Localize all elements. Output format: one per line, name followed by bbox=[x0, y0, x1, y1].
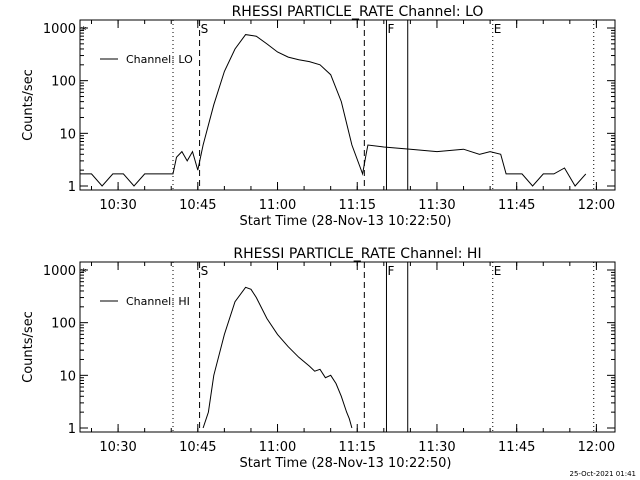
data-line bbox=[80, 34, 587, 187]
marker-label: S bbox=[201, 264, 209, 278]
marker-label: F bbox=[387, 264, 394, 278]
marker-label: E bbox=[494, 22, 502, 36]
x-tick-label: 11:00 bbox=[259, 440, 296, 455]
y-tick-label: 1000 bbox=[43, 22, 76, 37]
x-tick-label: 12:00 bbox=[578, 440, 615, 455]
marker-label: F bbox=[387, 22, 394, 36]
y-tick-label: 100 bbox=[51, 317, 76, 332]
chart-panel-1: RHESSI PARTICLE_RATE Channel: LO 1 10 100 10… bbox=[21, 4, 616, 229]
x-tick-label: 11:15 bbox=[339, 440, 376, 455]
x-tick-label: 10:45 bbox=[179, 198, 216, 213]
x-tick-label: 10:45 bbox=[179, 440, 216, 455]
x-tick-label: 10:30 bbox=[99, 440, 136, 455]
chart-panel-2: RHESSI PARTICLE_RATE Channel: HI 1 10 100 10… bbox=[21, 246, 616, 471]
x-tick-label: 11:45 bbox=[498, 440, 535, 455]
y-tick-label: 1000 bbox=[43, 264, 76, 279]
y-axis-label: Counts/sec bbox=[21, 311, 36, 383]
x-tick-label: 11:30 bbox=[418, 198, 455, 213]
legend-label: Channel: LO bbox=[126, 53, 193, 66]
plot-frame bbox=[79, 19, 616, 191]
x-tick-label: 12:00 bbox=[578, 198, 615, 213]
y-tick-label: 10 bbox=[59, 369, 76, 384]
marker-label: S bbox=[201, 22, 209, 36]
corner-mark: * bbox=[81, 266, 87, 279]
x-tick-label: 11:45 bbox=[498, 198, 535, 213]
x-tick-label: 11:30 bbox=[418, 440, 455, 455]
x-axis-label: Start Time (28-Nov-13 10:22:50) bbox=[240, 214, 452, 229]
x-tick-label: 11:00 bbox=[259, 198, 296, 213]
y-tick-label: 1 bbox=[68, 180, 76, 195]
y-axis-label: Counts/sec bbox=[21, 69, 36, 141]
chart-title: RHESSI PARTICLE_RATE Channel: HI bbox=[233, 246, 481, 262]
x-tick-label: 10:30 bbox=[99, 198, 136, 213]
y-tick-label: 1 bbox=[68, 422, 76, 437]
marker-label: E bbox=[494, 264, 502, 278]
data-line bbox=[202, 286, 353, 429]
plot-frame bbox=[79, 261, 616, 433]
y-tick-label: 10 bbox=[59, 127, 76, 142]
corner-mark: * bbox=[81, 24, 87, 37]
x-axis-label: Start Time (28-Nov-13 10:22:50) bbox=[240, 456, 452, 471]
chart-title: RHESSI PARTICLE_RATE Channel: LO bbox=[232, 4, 484, 20]
legend-label: Channel: HI bbox=[126, 295, 190, 308]
y-tick-label: 100 bbox=[51, 75, 76, 90]
x-tick-label: 11:15 bbox=[339, 198, 376, 213]
footer-timestamp: 25-Oct-2021 01:41 bbox=[569, 470, 636, 478]
